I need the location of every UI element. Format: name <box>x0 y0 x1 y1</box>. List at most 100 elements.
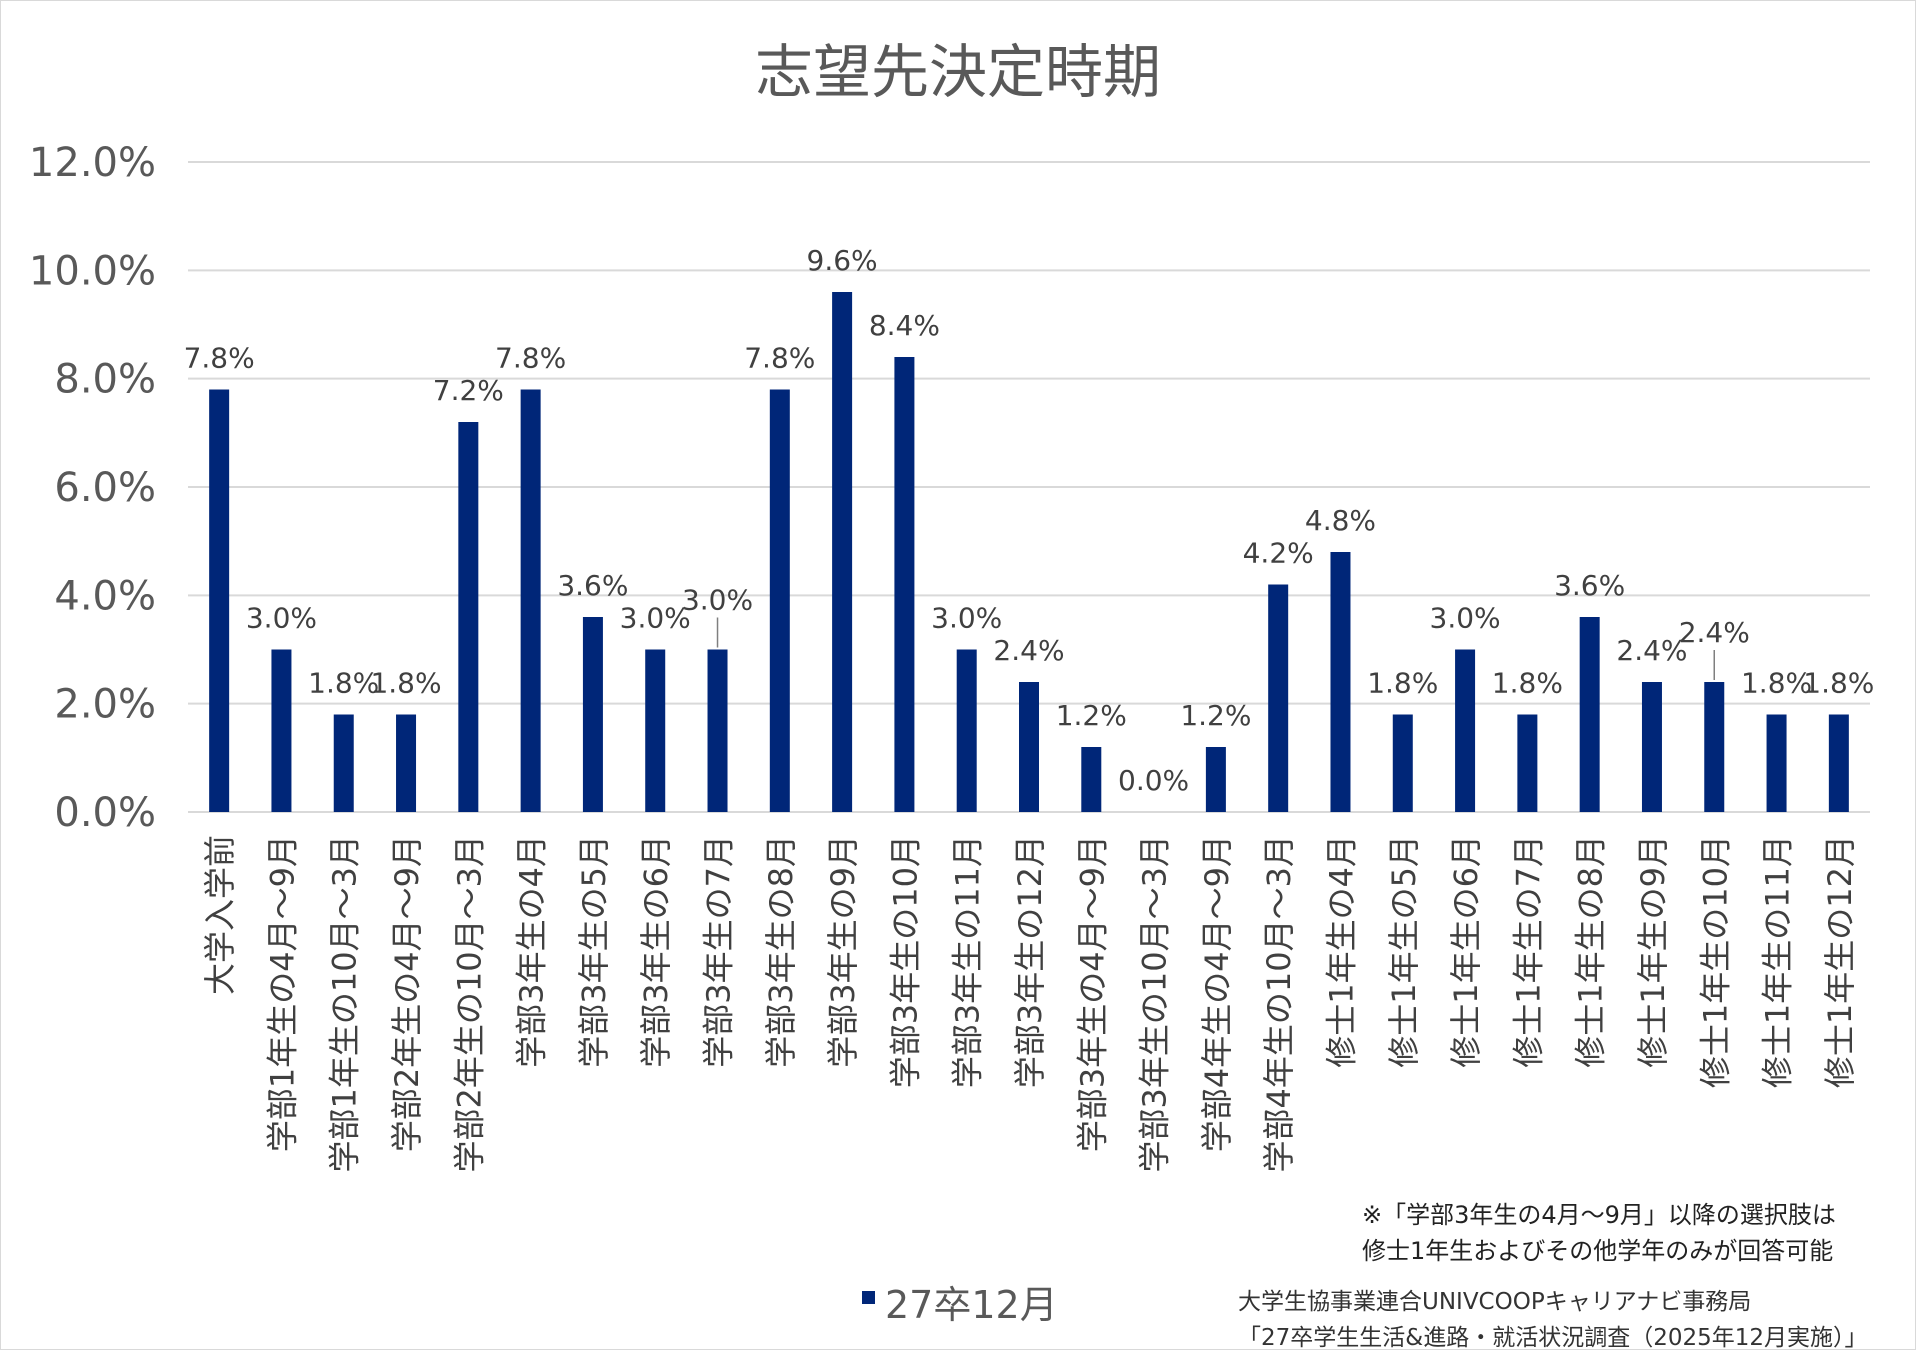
data-label: 1.8% <box>1492 667 1563 700</box>
y-tick-label: 10.0% <box>29 248 156 294</box>
y-tick-label: 4.0% <box>54 573 156 619</box>
data-label: 3.6% <box>557 569 628 602</box>
data-label: 4.2% <box>1243 537 1314 570</box>
x-tick-label: 修士1年生の8月 <box>1572 835 1610 1068</box>
bar <box>333 714 354 812</box>
data-label: 1.2% <box>1180 699 1251 732</box>
bar <box>1766 714 1787 812</box>
x-tick-label: 修士1年生の9月 <box>1634 835 1672 1068</box>
data-label: 3.6% <box>1554 569 1625 602</box>
x-tick-label: 修士1年生の6月 <box>1447 835 1485 1068</box>
x-tick-label: 学部3年生の10月 <box>886 835 924 1088</box>
data-label: 9.6% <box>807 244 878 277</box>
y-tick-label: 6.0% <box>54 465 156 511</box>
x-tick-label: 学部3年生の7月 <box>700 835 738 1068</box>
x-tick-label: 学部2年生の10月～3月 <box>450 835 488 1172</box>
bar <box>396 714 417 812</box>
x-tick-label: 学部3年生の11月 <box>949 835 987 1088</box>
bar <box>1205 747 1226 812</box>
eligibility-note-line-1: ※「学部3年生の4月～9月」以降の選択肢は <box>1362 1201 1836 1229</box>
bar <box>1330 552 1351 812</box>
bar <box>1641 682 1662 812</box>
data-label: 2.4% <box>1616 634 1687 667</box>
data-label: 3.0% <box>1430 602 1501 635</box>
x-tick-label: 修士1年生の11月 <box>1759 835 1797 1088</box>
x-tick-label: 学部1年生の4月～9月 <box>263 835 301 1152</box>
y-tick-label: 8.0% <box>54 357 156 403</box>
bar <box>1579 617 1600 812</box>
bars <box>209 292 1849 812</box>
source-credit-line-2: 「27卒学生生活&進路・就活状況調査（2025年12月実施）」 <box>1238 1325 1868 1351</box>
x-tick-label: 大学入学前 <box>201 835 239 995</box>
y-axis-ticks: 0.0% 2.0% 4.0% 6.0% 8.0% 10.0% 12.0% <box>29 140 156 836</box>
bar <box>1081 747 1102 812</box>
data-label: 1.2% <box>1056 699 1127 732</box>
x-tick-label: 学部2年生の4月～9月 <box>388 835 426 1152</box>
source-credit-line-1: 大学生協事業連合UNIVCOOPキャリアナビ事務局 <box>1238 1289 1752 1315</box>
bar <box>458 422 479 812</box>
data-label: 3.0% <box>682 584 753 617</box>
data-label: 1.8% <box>1803 667 1874 700</box>
bar <box>894 357 915 812</box>
data-label: 1.8% <box>370 667 441 700</box>
data-label: 2.4% <box>993 634 1064 667</box>
x-tick-label: 学部3年生の9月 <box>824 835 862 1068</box>
data-label: 3.0% <box>246 602 317 635</box>
bar <box>1828 714 1849 812</box>
chart-title: 志望先決定時期 <box>755 38 1161 106</box>
x-axis-ticks: 大学入学前 学部1年生の4月～9月 学部1年生の10月～3月 学部2年生の4月～9月学… <box>201 835 1859 1172</box>
x-tick-label: 修士1年生の12月 <box>1821 835 1859 1088</box>
bar <box>271 649 292 812</box>
source-credit: 大学生協事業連合UNIVCOOPキャリアナビ事務局 「27卒学生生活&進路・就活… <box>1238 1284 1868 1356</box>
bar <box>832 292 853 812</box>
data-label: 2.4% <box>1679 616 1750 649</box>
data-label: 1.8% <box>1741 667 1812 700</box>
legend-swatch <box>862 1291 875 1304</box>
bar <box>1455 649 1476 812</box>
x-tick-label: 修士1年生の10月 <box>1696 835 1734 1088</box>
bar <box>582 617 603 812</box>
x-tick-label: 修士1年生の4月 <box>1322 835 1360 1068</box>
data-label: 7.8% <box>744 342 815 375</box>
bar <box>645 649 666 812</box>
x-tick-label: 学部4年生の4月～9月 <box>1198 835 1236 1152</box>
data-label: 3.0% <box>931 602 1002 635</box>
bar <box>1019 682 1039 812</box>
data-label: 7.8% <box>495 342 566 375</box>
y-tick-label: 0.0% <box>54 790 156 836</box>
data-label: 1.8% <box>1367 667 1438 700</box>
eligibility-note: ※「学部3年生の4月～9月」以降の選択肢は 修士1年生およびその他学年のみが回答… <box>1362 1197 1836 1269</box>
x-tick-label: 学部4年生の10月～3月 <box>1260 835 1298 1172</box>
bar <box>1392 714 1413 812</box>
bar <box>769 389 790 812</box>
bar <box>1268 584 1289 812</box>
x-tick-label: 学部3年生の6月 <box>637 835 675 1068</box>
bar <box>209 389 230 812</box>
bar <box>956 649 977 812</box>
x-tick-label: 学部3年生の12月 <box>1011 835 1049 1088</box>
data-label: 0.0% <box>1118 764 1189 797</box>
x-tick-label: 学部3年生の5月 <box>575 835 613 1068</box>
data-label: 4.8% <box>1305 504 1376 537</box>
x-tick-label: 修士1年生の5月 <box>1385 835 1423 1068</box>
data-label: 8.4% <box>869 309 940 342</box>
x-tick-label: 修士1年生の7月 <box>1509 835 1547 1068</box>
bar <box>520 389 541 812</box>
legend-label: 27卒12月 <box>885 1283 1058 1327</box>
y-tick-label: 12.0% <box>29 140 156 186</box>
data-label: 3.0% <box>620 602 691 635</box>
data-label: 7.2% <box>433 374 504 407</box>
data-labels: 7.8%3.0%1.8%1.8%7.2%7.8%3.6%3.0%3.0%7.8%… <box>184 244 1875 797</box>
legend: 27卒12月 <box>862 1283 1058 1327</box>
data-label: 1.8% <box>308 667 379 700</box>
bar <box>707 649 728 812</box>
eligibility-note-line-2: 修士1年生およびその他学年のみが回答可能 <box>1362 1237 1834 1265</box>
bar <box>1704 682 1725 812</box>
x-tick-label: 学部3年生の4月～9月 <box>1073 835 1111 1152</box>
bar <box>1517 714 1538 812</box>
x-tick-label: 学部3年生の8月 <box>762 835 800 1068</box>
x-tick-label: 学部3年生の4月 <box>513 835 551 1068</box>
x-tick-label: 学部1年生の10月～3月 <box>326 835 364 1172</box>
data-label: 7.8% <box>184 342 255 375</box>
